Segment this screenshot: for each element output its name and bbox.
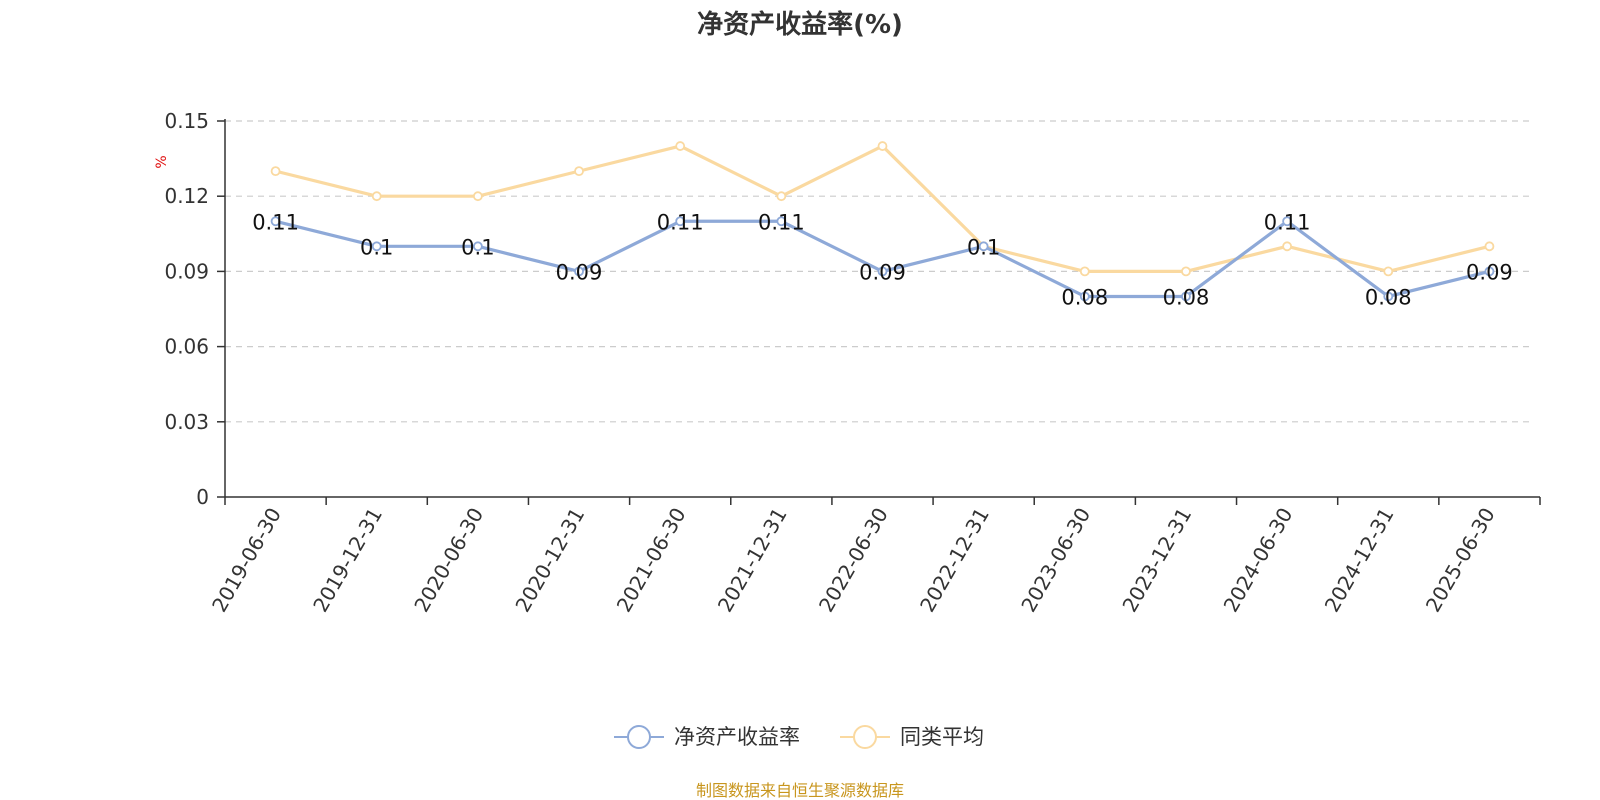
y-tick-label: 0.12	[164, 184, 209, 208]
data-label: 0.11	[1264, 210, 1311, 234]
data-label: 0.1	[461, 235, 494, 259]
data-label: 0.1	[360, 235, 393, 259]
x-tick-label: 2020-12-31	[510, 504, 589, 617]
data-point-peer-average	[270, 166, 281, 177]
x-tick-label: 2020-06-30	[409, 504, 488, 617]
y-tick-label: 0.03	[164, 410, 209, 434]
x-tick-label: 2019-12-31	[308, 504, 387, 617]
series-layer	[270, 141, 1495, 302]
data-point-peer-average	[776, 191, 787, 202]
x-tick-label: 2021-06-30	[612, 504, 691, 617]
data-point-roe	[574, 266, 584, 277]
series-line-peer-average	[275, 144, 1490, 273]
data-point-roe	[776, 216, 787, 227]
data-label: 0.08	[1365, 285, 1412, 309]
data-point-roe	[270, 216, 281, 227]
data-label: 0.08	[1061, 285, 1108, 309]
y-tick-label: 0.06	[164, 335, 209, 359]
data-point-roe	[371, 241, 382, 252]
data-point-peer-average	[675, 141, 686, 151]
data-label: 0.11	[252, 210, 299, 234]
data-point-peer-average	[1383, 266, 1394, 277]
data-point-roe	[1181, 291, 1191, 302]
chart-title: 净资产收益率(%)	[697, 9, 903, 40]
data-point-peer-average	[472, 191, 483, 202]
y-axis-unit-label: %	[154, 155, 170, 168]
legend-label: 净资产收益率	[674, 725, 800, 749]
data-labels-layer: 0.11 0.1 0.1 0.09 0.11 0.11 0.09 0.1 0.08 0.08 0.1…	[252, 210, 1513, 309]
data-point-roe	[978, 241, 989, 252]
data-label: 0.08	[1163, 285, 1210, 309]
legend-marker	[627, 725, 651, 749]
data-label: 0.09	[1466, 260, 1513, 284]
data-point-peer-average	[1079, 266, 1090, 277]
x-tick-label: 2019-06-30	[207, 504, 286, 617]
x-tick-label: 2022-12-31	[915, 504, 994, 617]
legend-label: 同类平均	[900, 725, 984, 749]
data-label: 0.1	[967, 235, 1000, 259]
data-point-peer-average	[371, 191, 382, 202]
x-tick-label: 2023-06-30	[1016, 504, 1095, 617]
x-tick-label: 2024-12-31	[1320, 504, 1399, 617]
legend-marker	[853, 725, 877, 749]
data-point-peer-average	[1282, 241, 1293, 252]
data-point-roe	[877, 266, 888, 277]
data-label: 0.11	[657, 210, 704, 234]
source-note: 制图数据来自恒生聚源数据库	[696, 781, 904, 800]
data-point-peer-average	[574, 166, 584, 177]
data-point-roe	[1484, 266, 1495, 277]
y-tick-label: 0.09	[164, 259, 209, 283]
data-label: 0.09	[556, 260, 603, 284]
x-tick-label: 2023-12-31	[1117, 504, 1196, 617]
data-point-roe	[1079, 291, 1090, 302]
x-tick-label: 2021-12-31	[713, 504, 792, 617]
legend: 净资产收益率 同类平均	[614, 725, 984, 749]
axes: 0 0.03 0.06 0.09 0.12 0.15 2019-06-30 2019-12-3…	[164, 109, 1541, 617]
data-point-roe	[1282, 216, 1293, 227]
gridlines	[225, 120, 1530, 423]
data-point-roe	[472, 241, 483, 252]
x-tick-label: 2022-06-30	[814, 504, 893, 617]
data-point-roe	[675, 216, 686, 227]
data-point-peer-average	[1484, 241, 1495, 252]
data-label: 0.11	[758, 210, 805, 234]
data-point-peer-average	[1181, 266, 1191, 277]
y-tick-label: 0.15	[164, 109, 209, 133]
data-point-roe	[1383, 291, 1394, 302]
data-point-peer-average	[877, 141, 888, 151]
x-tick-label: 2024-06-30	[1219, 504, 1298, 617]
x-tick-label: 2025-06-30	[1421, 504, 1500, 617]
data-label: 0.09	[859, 260, 906, 284]
y-tick-label: 0	[196, 485, 209, 509]
